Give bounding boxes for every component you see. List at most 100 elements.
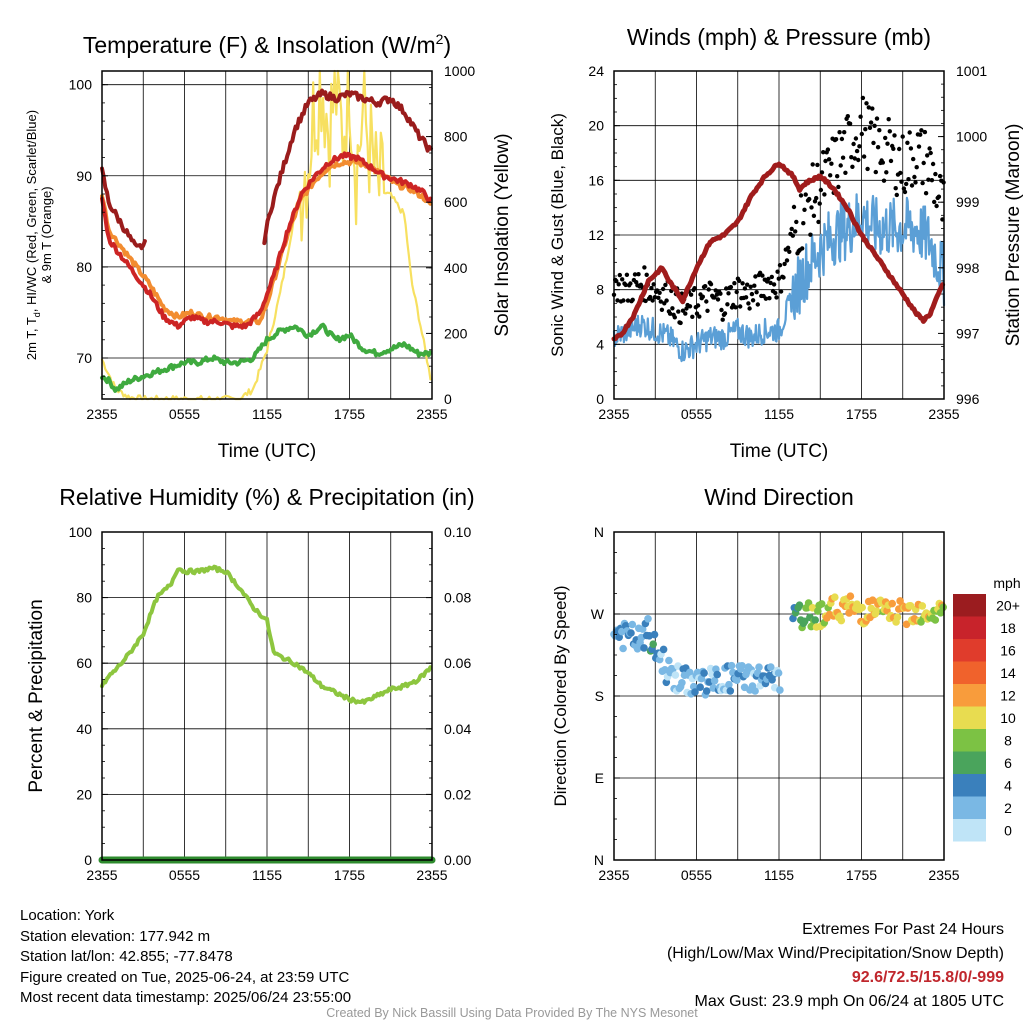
direction-point <box>858 603 866 612</box>
gust-point <box>803 192 808 197</box>
direction-point <box>789 614 797 623</box>
x-tick-label: 0555 <box>169 406 200 422</box>
right-tick-label: 1001 <box>956 63 987 79</box>
gust-point <box>906 177 911 182</box>
gust-point <box>760 273 765 278</box>
x-tick-label: 0555 <box>681 406 712 422</box>
gust-point <box>840 155 846 160</box>
gust-point <box>630 297 635 302</box>
left-tick-label: 12 <box>588 227 604 243</box>
gust-point <box>789 226 794 232</box>
direction-panel: Wind Direction 2355 0555 1155 1755 2355NESWN… <box>551 484 1021 883</box>
left-tick-label: 24 <box>588 63 604 79</box>
gust-point <box>815 162 820 168</box>
colorbar-label: 16 <box>1000 642 1016 658</box>
figure-created: Figure created on Tue, 2025-06-24, at 23… <box>20 968 350 986</box>
colorbar-swatch <box>953 594 986 617</box>
gust-point <box>660 286 666 292</box>
gust-point <box>851 141 856 147</box>
heat-index-line <box>100 166 147 251</box>
gust-point <box>636 272 641 277</box>
gust-point <box>798 193 804 198</box>
gust-point <box>763 296 769 301</box>
gust-point <box>856 157 861 163</box>
gust-point <box>712 295 717 300</box>
gust-point <box>920 180 925 186</box>
right-tick-label: 996 <box>956 391 980 407</box>
gust-point <box>732 281 737 286</box>
direction-point <box>665 656 673 665</box>
colorbar-swatch <box>953 729 986 752</box>
x-tick-label: 2355 <box>416 867 447 883</box>
gust-point <box>853 136 859 141</box>
temperature-left-axis-label: 2m T, Td, HI/WC (Red, Green, Scarlet/Blu… <box>24 110 54 360</box>
recent-data-timestamp: Most recent data timestamp: 2025/06/24 2… <box>20 989 352 1006</box>
gust-point <box>769 274 774 280</box>
gust-point <box>836 184 841 190</box>
gust-point <box>651 282 656 287</box>
direction-point <box>751 687 759 695</box>
gust-point <box>667 311 673 316</box>
gust-point <box>670 306 675 311</box>
gust-point <box>817 201 822 206</box>
gust-point <box>929 178 935 183</box>
direction-point <box>686 668 694 677</box>
gust-point <box>898 170 903 176</box>
station-elevation: Station elevation: 177.942 m <box>20 927 211 945</box>
gust-point <box>823 158 828 164</box>
gust-point <box>828 173 833 178</box>
gust-point <box>694 311 700 316</box>
gust-point <box>658 299 663 304</box>
gust-point <box>885 141 890 146</box>
gust-point <box>852 156 857 161</box>
gust-point <box>829 161 834 166</box>
direction-point <box>755 663 763 671</box>
gust-point <box>821 150 826 155</box>
x-tick-label: 1155 <box>252 406 282 422</box>
gust-point <box>644 272 649 277</box>
humidity-grid <box>102 532 432 860</box>
gust-point <box>854 148 860 154</box>
gust-point <box>713 288 718 293</box>
x-tick-label: 1155 <box>764 406 794 422</box>
gust-point <box>857 144 862 149</box>
left-tick-label: N <box>594 524 604 540</box>
gust-point <box>771 282 777 287</box>
direction-point <box>872 607 881 615</box>
gust-point <box>736 278 742 283</box>
gust-point <box>628 281 633 286</box>
gust-point <box>719 307 724 313</box>
gust-point <box>704 299 709 304</box>
x-tick-label: 1755 <box>846 867 877 883</box>
winds-left-axis-label: Sonic Wind & Gust (Blue, Black) <box>548 113 567 357</box>
gust-point <box>883 135 888 141</box>
x-tick-label: 2355 <box>86 867 117 883</box>
gust-point <box>781 275 786 280</box>
gust-point <box>782 261 787 267</box>
gust-point <box>926 177 931 182</box>
gust-point <box>724 286 729 291</box>
direction-point <box>776 686 784 694</box>
gust-point <box>884 170 889 175</box>
gust-point <box>822 192 827 197</box>
colorbar-title: mph <box>993 575 1020 591</box>
relative-humidity-line <box>100 564 433 705</box>
direction-point <box>902 620 911 629</box>
gust-point <box>849 155 854 160</box>
gust-point <box>816 219 821 225</box>
direction-point <box>633 645 642 653</box>
temperature-right-axis-label: Solar Insolation (Yellow) <box>492 133 513 336</box>
colorbar-swatch <box>953 819 986 842</box>
colorbar-swatch <box>953 684 986 707</box>
colorbar-swatch <box>953 774 986 797</box>
gust-point <box>791 204 797 210</box>
left-tick-label: 90 <box>76 168 92 184</box>
gust-point <box>858 114 863 119</box>
gust-point <box>688 292 694 297</box>
humidity-panel: Relative Humidity (%) & Precipitation (i… <box>26 484 475 883</box>
right-tick-label: 0.02 <box>444 786 471 802</box>
gust-point <box>652 295 658 300</box>
gust-point <box>620 277 625 282</box>
gust-point <box>887 129 892 134</box>
